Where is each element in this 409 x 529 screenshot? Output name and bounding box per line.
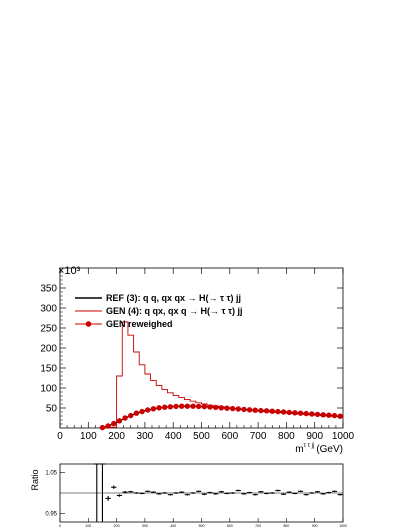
- gen-reweighed-point: [326, 412, 332, 418]
- gen-reweighed-point: [297, 410, 304, 416]
- ratio-series-layer: [94, 463, 343, 522]
- y-tick-label: 300: [40, 304, 57, 315]
- legend-gen-label: GEN (4): q qx, qx q → H(→ τ τ) jj: [106, 306, 243, 316]
- gen-reweighed-point: [280, 409, 287, 415]
- gen-reweighed-point: [218, 405, 225, 411]
- gen-reweighed-point: [122, 415, 128, 421]
- x-axis-title-sup: τ τ jj: [304, 443, 315, 449]
- x-tick-label: 300: [137, 431, 154, 442]
- gen-reweighed-point: [201, 403, 208, 410]
- gen-reweighed-point: [241, 406, 247, 413]
- x-tick-label: 1000: [332, 431, 355, 442]
- y-tick-label: 350: [40, 284, 57, 295]
- x-tick-label: 700: [250, 431, 267, 442]
- main-panel: 0 100 200 300 400 500 600 700 800 900 1000 50 100 150…: [40, 265, 354, 455]
- x-axis-title-unit: (GeV): [316, 444, 343, 455]
- gen-reweighed-point: [128, 412, 134, 419]
- gen-reweighed-point: [303, 410, 309, 417]
- gen-reweighed-point: [116, 418, 123, 424]
- ratio-x-tick-label: 100: [85, 524, 91, 528]
- gen-reweighed-point: [178, 403, 185, 409]
- ratio-x-tick-label: 400: [170, 524, 176, 528]
- gen-reweighed-point: [207, 404, 213, 410]
- gen-reweighed-point: [167, 404, 174, 410]
- y-tick-label: 150: [40, 364, 57, 375]
- x-tick-label: 500: [193, 431, 210, 442]
- gen-reweighed-point: [139, 408, 145, 415]
- legend-ref-label: REF (3): q q, qx qx → H(→ τ τ) jj: [106, 293, 241, 303]
- gen-reweighed-point: [184, 403, 191, 409]
- x-tick-label: 600: [221, 431, 238, 442]
- gen-reweighed-point: [314, 411, 321, 418]
- gen-reweighed-point: [111, 420, 117, 427]
- legend: REF (3): q q, qx qx → H(→ τ τ) jj GEN (4)…: [75, 293, 243, 329]
- gen-reweighed-point: [229, 405, 236, 412]
- x-tick-label: 0: [57, 431, 63, 442]
- y-tick-label: 250: [40, 324, 57, 335]
- ratio-x-tick-label: 900: [312, 524, 318, 528]
- gen-reweighed-point: [195, 403, 202, 410]
- x-tick-label: 900: [306, 431, 323, 442]
- ratio-x-tick-label: 800: [283, 524, 289, 528]
- gen-reweighed-point: [292, 410, 298, 416]
- x-axis-title-main: m: [295, 444, 303, 455]
- gen-reweighed-point: [105, 423, 111, 429]
- gen-reweighed-point: [258, 407, 264, 414]
- gen-reweighed-point: [150, 406, 157, 412]
- legend-reweighed-label: GEN reweighed: [106, 319, 173, 329]
- gen-reweighed-point: [173, 403, 179, 410]
- gen-reweighed-point: [320, 412, 326, 418]
- ratio-axis-ticks: 0 100 200 300 400 500 600 700 800 900 1000 0.95 1.05: [45, 470, 347, 528]
- gen-reweighed-point: [145, 407, 151, 413]
- ratio-y-tick-label: 0.95: [45, 512, 57, 518]
- x-tick-label: 400: [165, 431, 182, 442]
- gen-reweighed-point: [212, 404, 219, 411]
- gen-reweighed-point: [309, 411, 315, 417]
- gen-reweighed-point: [252, 407, 258, 413]
- gen-reweighed-point: [235, 406, 241, 412]
- y-tick-label: 50: [46, 404, 58, 415]
- x-axis-title: mτ τ jj (GeV): [295, 443, 343, 455]
- ratio-panel: 0 100 200 300 400 500 600 700 800 900 1000 0.95 1.05…: [30, 463, 347, 528]
- gen-reweighed-point: [156, 405, 162, 411]
- gen-reweighed-point: [269, 408, 275, 414]
- main-axis-ticks: 0 100 200 300 400 500 600 700 800 900 1000 50 100 150…: [40, 268, 355, 442]
- gen-reweighed-point: [331, 412, 338, 419]
- gen-reweighed-point: [162, 404, 168, 410]
- gen-reweighed-point: [286, 409, 292, 416]
- gen-reweighed-point: [275, 408, 281, 415]
- x-tick-label: 100: [80, 431, 97, 442]
- main-series-layer: [99, 321, 344, 431]
- ratio-x-tick-label: 1000: [339, 524, 347, 528]
- ratio-x-tick-label: 0: [59, 524, 61, 528]
- x-tick-label: 800: [278, 431, 295, 442]
- ratio-x-tick-label: 700: [255, 524, 261, 528]
- ratio-x-tick-label: 200: [114, 524, 120, 528]
- legend-reweighed-swatch-marker: [85, 321, 92, 327]
- y-tick-label: 200: [40, 344, 57, 355]
- ratio-x-tick-label: 500: [199, 524, 205, 528]
- gen-reweighed-point: [224, 405, 230, 411]
- gen-reweighed-point: [263, 408, 270, 414]
- x-tick-label: 200: [108, 431, 125, 442]
- y-tick-label: 100: [40, 384, 57, 395]
- gen-reweighed-point: [99, 424, 106, 431]
- ratio-y-tick-label: 1.05: [45, 470, 57, 476]
- y-axis-exponent-label: ×10³: [58, 265, 81, 277]
- gen-reweighed-point: [133, 410, 140, 416]
- ratio-y-axis-title: Ratio: [30, 469, 40, 490]
- gen-reweighed-point: [190, 403, 196, 409]
- gen-reweighed-point: [337, 413, 343, 419]
- gen-reweighed-point: [246, 407, 253, 413]
- ratio-x-tick-label: 300: [142, 524, 148, 528]
- ratio-x-tick-label: 600: [227, 524, 233, 528]
